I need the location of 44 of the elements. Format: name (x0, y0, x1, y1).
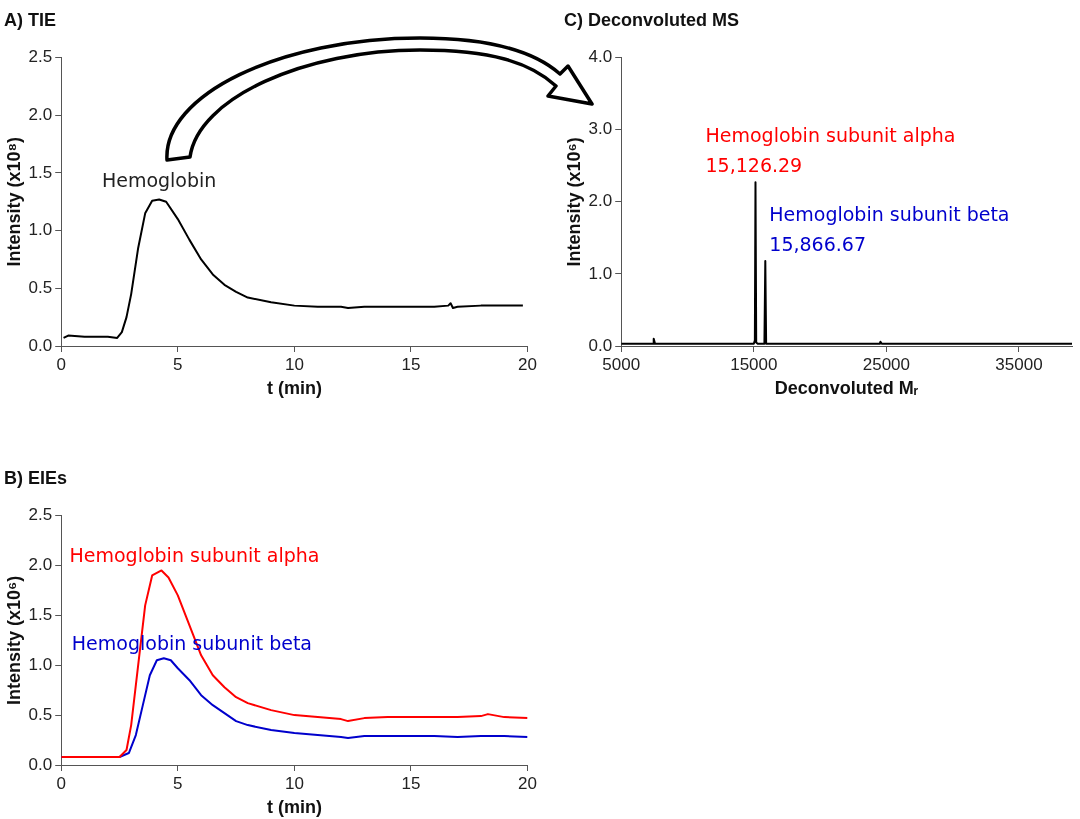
x-axis-title: t (min) (266, 378, 322, 399)
annotation: Hemoglobin subunit alpha 15,126.29 (705, 124, 956, 177)
x-axis-title: Deconvoluted Mᵣ (774, 378, 919, 399)
y-tick-label: 3.0 (588, 119, 613, 139)
y-tick-label: 2.0 (588, 191, 613, 211)
x-axis-title: t (min) (266, 797, 322, 818)
y-tick-label: 0.5 (28, 278, 53, 298)
y-axis-title: Intensity (x10⁸) (3, 137, 24, 267)
x-tick-label: 20 (518, 773, 538, 793)
x-tick-label: 20 (518, 354, 538, 374)
y-axis-title: Intensity (x10⁶) (3, 575, 24, 705)
y-tick-label: 2.5 (28, 505, 53, 525)
y-tick-label: 0.5 (28, 704, 53, 724)
y-tick-label: 4.0 (588, 47, 613, 67)
x-tick-label: 10 (284, 773, 304, 793)
y-tick-label: 1.0 (588, 263, 613, 283)
x-tick-label: 5 (173, 773, 183, 793)
x-tick-label: 5 (173, 354, 183, 374)
y-tick-label: 2.0 (28, 555, 53, 575)
chart-title: C) Deconvoluted MS (564, 9, 740, 30)
chart-title: A) TIE (4, 9, 56, 30)
x-tick-label: 25000 (862, 354, 911, 374)
x-tick-label: 5000 (602, 354, 641, 374)
y-tick-label: 1.0 (28, 220, 53, 240)
x-tick-label: 15000 (730, 354, 778, 374)
y-tick-label: 0.0 (28, 754, 53, 774)
y-axis-title: Intensity (x10⁶) (563, 137, 584, 267)
y-tick-label: 1.0 (28, 654, 53, 674)
x-tick-label: 0 (56, 354, 66, 374)
y-tick-label: 1.5 (28, 605, 53, 625)
x-tick-label: 0 (56, 773, 66, 793)
x-tick-label: 10 (284, 354, 304, 374)
y-tick-label: 2.5 (28, 47, 53, 67)
x-tick-label: 15 (401, 773, 421, 793)
chart-title: B) EIEs (4, 467, 68, 488)
x-tick-label: 15 (401, 354, 421, 374)
y-tick-label: 0.0 (28, 335, 53, 355)
series-label: Hemoglobin subunit alpha (69, 544, 320, 567)
annotation: Hemoglobin subunit beta 15,866.67 (769, 202, 1010, 255)
y-tick-label: 0.0 (588, 335, 613, 355)
annotation: Hemoglobin (101, 169, 217, 192)
x-tick-label: 35000 (995, 354, 1043, 374)
y-tick-label: 2.0 (28, 104, 53, 124)
y-tick-label: 1.5 (28, 162, 53, 182)
